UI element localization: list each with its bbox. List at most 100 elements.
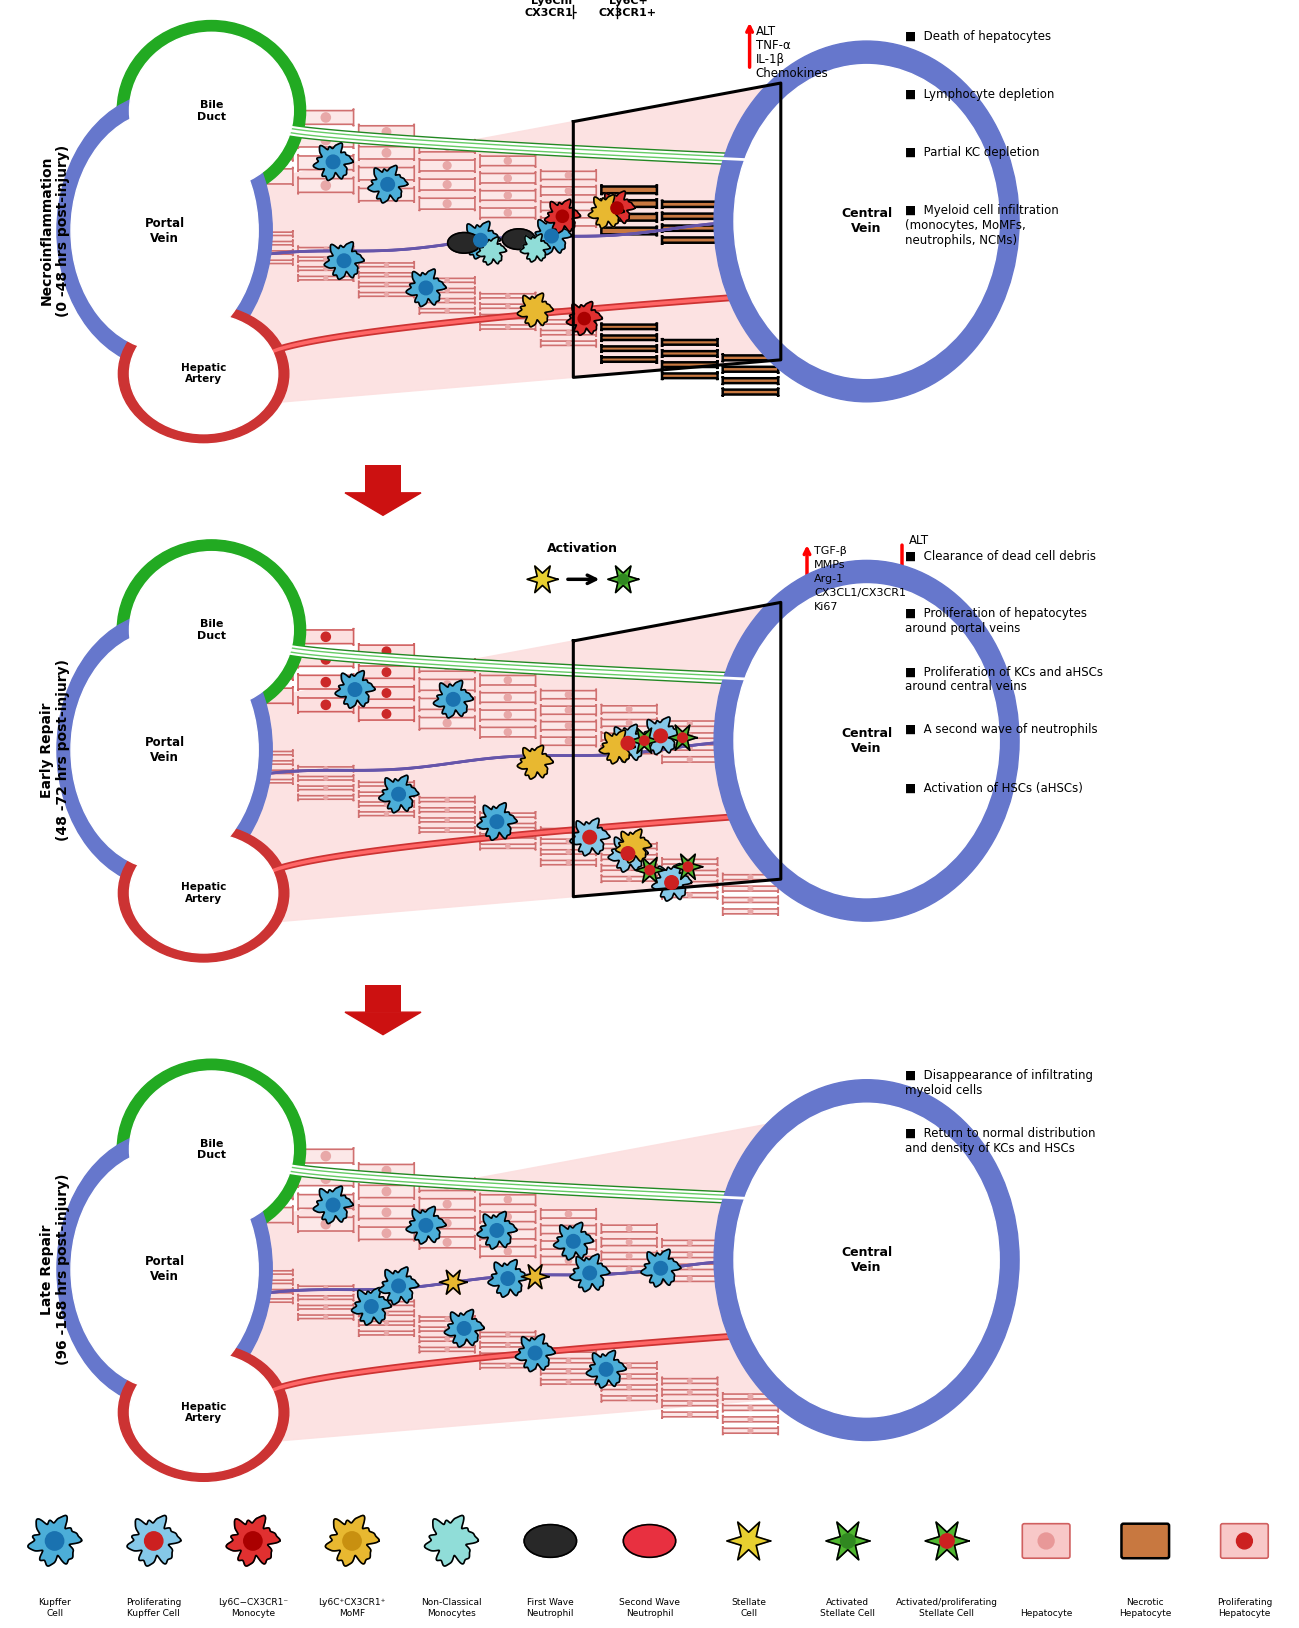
Circle shape — [504, 1231, 512, 1237]
FancyBboxPatch shape — [297, 1216, 353, 1232]
FancyBboxPatch shape — [481, 303, 535, 311]
FancyBboxPatch shape — [238, 230, 292, 238]
FancyBboxPatch shape — [601, 334, 657, 342]
Text: Ly6C⁺CX3CR1⁺
MoMF: Ly6C⁺CX3CR1⁺ MoMF — [318, 1599, 386, 1618]
FancyBboxPatch shape — [420, 716, 475, 731]
FancyBboxPatch shape — [662, 360, 717, 370]
Circle shape — [323, 786, 327, 790]
Circle shape — [626, 720, 631, 726]
Circle shape — [504, 192, 512, 199]
FancyBboxPatch shape — [662, 731, 717, 741]
Circle shape — [338, 254, 351, 267]
FancyBboxPatch shape — [297, 765, 353, 772]
Circle shape — [505, 293, 511, 298]
Polygon shape — [346, 493, 421, 516]
FancyBboxPatch shape — [420, 1197, 475, 1211]
Circle shape — [385, 803, 388, 806]
Circle shape — [504, 210, 512, 217]
Circle shape — [687, 721, 692, 726]
FancyBboxPatch shape — [662, 371, 717, 381]
Circle shape — [446, 278, 449, 282]
Circle shape — [385, 791, 388, 796]
Circle shape — [443, 143, 451, 150]
FancyBboxPatch shape — [540, 1377, 596, 1385]
Circle shape — [443, 720, 451, 726]
Polygon shape — [668, 724, 698, 751]
Circle shape — [748, 1416, 753, 1421]
FancyBboxPatch shape — [359, 1319, 414, 1327]
Ellipse shape — [734, 584, 999, 897]
FancyBboxPatch shape — [359, 1205, 414, 1221]
FancyBboxPatch shape — [359, 1299, 414, 1307]
Polygon shape — [521, 234, 551, 262]
Text: Stellate
Cell: Stellate Cell — [731, 1599, 766, 1618]
FancyBboxPatch shape — [238, 239, 292, 247]
FancyBboxPatch shape — [540, 736, 596, 747]
Circle shape — [646, 866, 655, 874]
FancyBboxPatch shape — [722, 225, 778, 233]
FancyBboxPatch shape — [238, 749, 292, 757]
Circle shape — [599, 1363, 613, 1376]
Circle shape — [382, 127, 391, 137]
FancyBboxPatch shape — [601, 731, 657, 742]
FancyBboxPatch shape — [540, 186, 596, 197]
Circle shape — [501, 1271, 514, 1286]
FancyBboxPatch shape — [540, 308, 596, 316]
Circle shape — [260, 171, 270, 181]
FancyBboxPatch shape — [662, 755, 717, 764]
FancyBboxPatch shape — [662, 858, 717, 866]
FancyBboxPatch shape — [359, 799, 414, 807]
Polygon shape — [127, 1516, 181, 1566]
FancyBboxPatch shape — [601, 1384, 657, 1392]
Circle shape — [382, 667, 391, 676]
Circle shape — [443, 663, 451, 669]
Circle shape — [627, 1363, 631, 1368]
Circle shape — [566, 850, 570, 855]
Circle shape — [627, 1385, 631, 1390]
FancyBboxPatch shape — [601, 874, 657, 882]
FancyBboxPatch shape — [540, 827, 596, 835]
Circle shape — [490, 1224, 504, 1237]
Circle shape — [627, 1395, 631, 1400]
Circle shape — [443, 200, 451, 207]
Circle shape — [748, 1276, 752, 1280]
Circle shape — [392, 1280, 405, 1293]
FancyBboxPatch shape — [420, 796, 475, 804]
FancyBboxPatch shape — [238, 1278, 292, 1286]
FancyBboxPatch shape — [662, 339, 717, 347]
FancyBboxPatch shape — [420, 296, 475, 304]
Circle shape — [264, 231, 268, 236]
Circle shape — [382, 148, 391, 156]
Circle shape — [264, 1280, 268, 1284]
Circle shape — [504, 677, 512, 684]
FancyBboxPatch shape — [481, 1330, 535, 1338]
FancyBboxPatch shape — [481, 842, 535, 850]
Circle shape — [504, 1213, 512, 1221]
Circle shape — [565, 723, 572, 729]
Circle shape — [565, 737, 572, 744]
FancyBboxPatch shape — [722, 907, 778, 917]
FancyBboxPatch shape — [420, 658, 475, 674]
FancyBboxPatch shape — [722, 734, 778, 742]
Text: Central
Vein: Central Vein — [840, 1245, 892, 1275]
FancyBboxPatch shape — [359, 664, 414, 681]
Circle shape — [321, 158, 330, 168]
Circle shape — [446, 309, 449, 313]
Circle shape — [321, 1197, 330, 1206]
Circle shape — [443, 681, 451, 689]
Circle shape — [504, 1249, 512, 1255]
Circle shape — [529, 1346, 542, 1359]
Text: Arg-1: Arg-1 — [814, 575, 844, 584]
Polygon shape — [335, 671, 375, 708]
FancyBboxPatch shape — [601, 853, 657, 861]
FancyBboxPatch shape — [601, 703, 657, 715]
Circle shape — [748, 736, 752, 741]
Ellipse shape — [71, 1149, 259, 1389]
Circle shape — [687, 1265, 692, 1270]
Circle shape — [565, 173, 572, 179]
Circle shape — [321, 1174, 330, 1184]
Text: Ly6C−CX3CR1⁻
Monocyte: Ly6C−CX3CR1⁻ Monocyte — [218, 1599, 288, 1618]
Ellipse shape — [130, 33, 294, 189]
Text: ■  Return to normal distribution
and density of KCs and HSCs: ■ Return to normal distribution and dens… — [905, 1127, 1095, 1154]
Circle shape — [505, 1364, 511, 1368]
